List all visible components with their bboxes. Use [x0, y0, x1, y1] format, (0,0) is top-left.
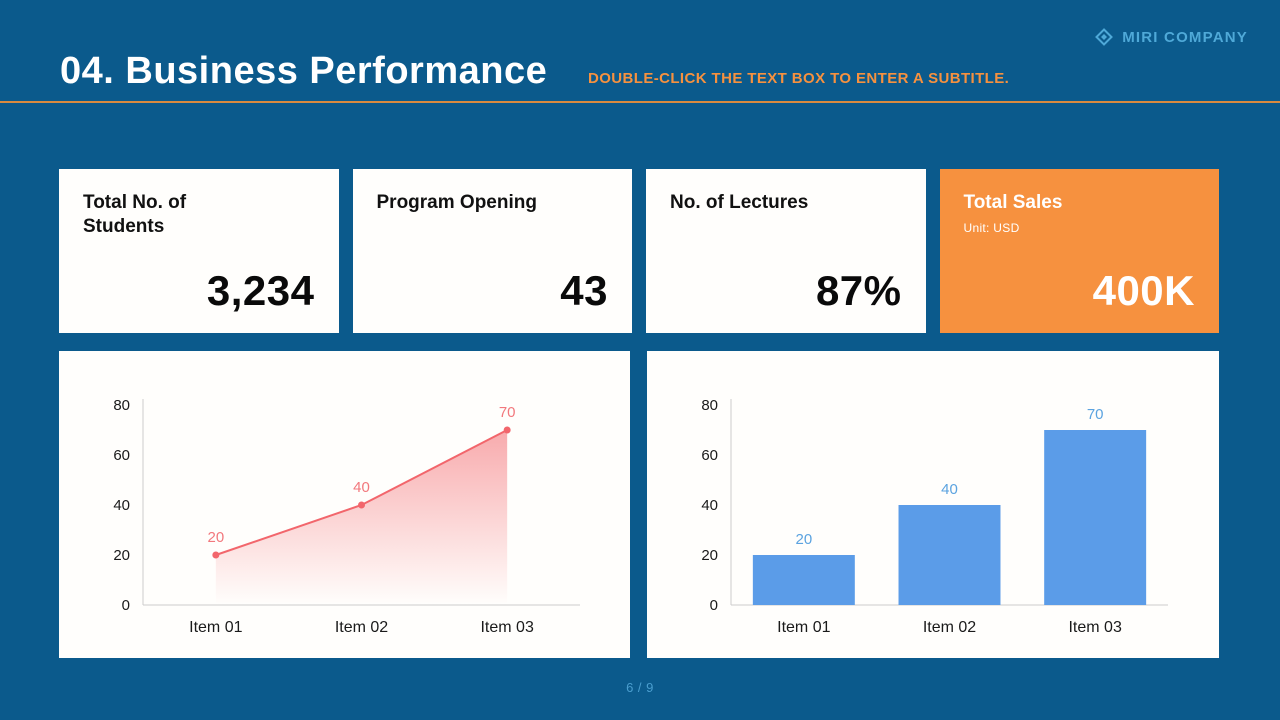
stat-card-title: Program Opening	[376, 192, 537, 213]
svg-text:70: 70	[1087, 406, 1104, 423]
brand-name: MIRI COMPANY	[1122, 28, 1248, 46]
svg-text:Item 02: Item 02	[334, 619, 387, 636]
slide-page-number: 6 / 9	[626, 680, 654, 695]
svg-text:0: 0	[121, 597, 129, 614]
stat-card-title: Total Sales	[963, 192, 1063, 213]
svg-text:40: 40	[701, 497, 718, 514]
subtitle-placeholder[interactable]: DOUBLE-CLICK THE TEXT BOX TO ENTER A SUB…	[588, 70, 1010, 87]
svg-text:20: 20	[113, 547, 130, 564]
stat-card-title: Total No. of Students	[83, 192, 187, 237]
stat-card-programs: Program Opening 43	[352, 169, 632, 333]
stat-card-value: 400K	[1092, 267, 1195, 314]
svg-text:70: 70	[498, 404, 515, 421]
stat-card-value: 87%	[815, 267, 902, 314]
svg-text:40: 40	[941, 481, 958, 498]
stat-card-title: No. of Lectures	[670, 192, 809, 213]
bar-chart-panel: 0 20 40 60 80 Item 01 Item 02 Item 03 20 40 70	[647, 351, 1219, 658]
svg-text:Item 03: Item 03	[480, 619, 533, 636]
brand-logo: MIRI COMPANY	[1095, 28, 1248, 46]
svg-text:60: 60	[113, 447, 130, 464]
header-divider	[0, 101, 1280, 103]
bar-chart: 0 20 40 60 80 Item 01 Item 02 Item 03 20 40 70	[701, 397, 1168, 636]
line-area-chart: 0 20 40 60 80 Item 01 Item 02 Item 03 20 40 70	[113, 397, 580, 636]
svg-text:Item 01: Item 01	[777, 619, 830, 636]
stat-card-unit: Unit: USD	[963, 220, 1020, 235]
svg-text:Item 02: Item 02	[923, 619, 976, 636]
stat-cards-row: Total No. of Students 3,234 Program Open…	[59, 169, 1219, 333]
stat-card-value: 3,234	[206, 267, 315, 314]
svg-text:Item 03: Item 03	[1068, 619, 1121, 636]
svg-text:20: 20	[795, 531, 812, 548]
svg-text:80: 80	[113, 397, 130, 414]
stat-card-value: 43	[560, 267, 608, 314]
stat-card-students: Total No. of Students 3,234	[59, 169, 339, 333]
diamond-icon	[1095, 28, 1114, 46]
svg-text:80: 80	[701, 397, 718, 414]
stat-card-lectures: No. of Lectures 87%	[646, 169, 926, 333]
stat-card-sales: Total Sales Unit: USD 400K	[939, 169, 1219, 333]
line-chart-panel: 0 20 40 60 80 Item 01 Item 02 Item 03 20 40 70	[59, 351, 630, 658]
slide-title: 04. Business Performance	[60, 50, 548, 92]
svg-text:Item 01: Item 01	[189, 619, 242, 636]
svg-text:60: 60	[701, 447, 718, 464]
svg-text:20: 20	[207, 529, 224, 546]
svg-text:20: 20	[701, 547, 718, 564]
svg-text:40: 40	[353, 479, 370, 496]
svg-text:0: 0	[710, 597, 718, 614]
svg-text:40: 40	[113, 497, 130, 514]
